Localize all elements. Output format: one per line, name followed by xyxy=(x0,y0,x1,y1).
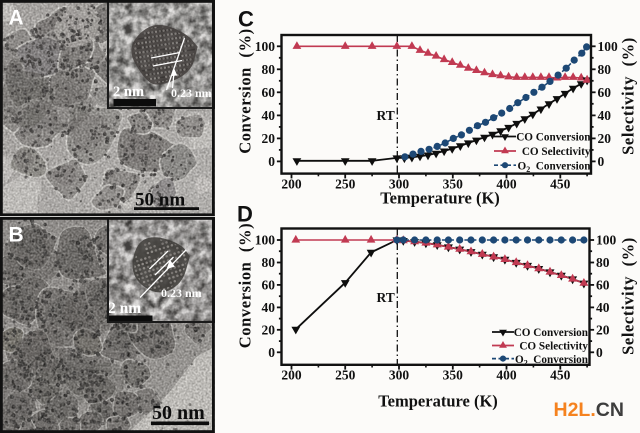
svg-text:400: 400 xyxy=(496,368,517,383)
svg-text:300: 300 xyxy=(389,177,410,192)
svg-text:250: 250 xyxy=(335,177,356,192)
svg-text:0.23 nm: 0.23 nm xyxy=(161,286,202,300)
svg-text:A: A xyxy=(9,7,24,30)
svg-text:Selectivity (%): Selectivity (%) xyxy=(619,37,638,155)
svg-text:CO Selectivity: CO Selectivity xyxy=(522,146,591,158)
svg-text:Conversion (%): Conversion (%) xyxy=(236,28,255,153)
svg-text:80: 80 xyxy=(262,255,276,270)
svg-text:60: 60 xyxy=(596,278,610,293)
svg-text:400: 400 xyxy=(496,177,517,192)
svg-text:D: D xyxy=(237,202,253,227)
svg-text:20: 20 xyxy=(598,131,612,146)
svg-text:20: 20 xyxy=(262,131,276,146)
svg-text:CO Conversion: CO Conversion xyxy=(516,132,591,144)
svg-text:350: 350 xyxy=(443,177,464,192)
svg-text:H2L.CN: H2L.CN xyxy=(554,399,624,421)
svg-text:250: 250 xyxy=(335,368,356,383)
svg-text:60: 60 xyxy=(262,278,276,293)
svg-text:0: 0 xyxy=(598,154,605,169)
svg-text:100: 100 xyxy=(255,233,276,248)
svg-text:RT: RT xyxy=(377,290,395,305)
svg-text:B: B xyxy=(9,224,24,247)
svg-text:60: 60 xyxy=(598,85,612,100)
svg-text:50 nm: 50 nm xyxy=(135,190,185,211)
svg-text:40: 40 xyxy=(596,300,610,315)
svg-text:200: 200 xyxy=(281,177,302,192)
svg-text:40: 40 xyxy=(262,300,276,315)
svg-text:20: 20 xyxy=(596,322,610,337)
svg-text:80: 80 xyxy=(598,62,612,77)
svg-text:Selectivity (%): Selectivity (%) xyxy=(619,237,638,355)
svg-text:40: 40 xyxy=(598,108,612,123)
svg-text:350: 350 xyxy=(443,368,464,383)
svg-text:Temperature (K): Temperature (K) xyxy=(378,392,498,411)
svg-text:O2 Conversion: O2 Conversion xyxy=(518,160,592,174)
svg-text:Temperature (K): Temperature (K) xyxy=(380,189,500,208)
svg-text:0: 0 xyxy=(268,154,275,169)
svg-text:0: 0 xyxy=(596,345,603,360)
svg-text:80: 80 xyxy=(262,62,276,77)
svg-text:100: 100 xyxy=(598,39,619,54)
svg-text:2 nm: 2 nm xyxy=(113,84,144,100)
svg-text:CO Selectivity: CO Selectivity xyxy=(519,341,588,353)
svg-text:2 nm: 2 nm xyxy=(108,300,141,317)
svg-text:0: 0 xyxy=(268,345,275,360)
svg-text:200: 200 xyxy=(281,368,302,383)
svg-text:450: 450 xyxy=(550,368,571,383)
svg-text:0.23 nm: 0.23 nm xyxy=(171,86,212,100)
svg-text:300: 300 xyxy=(389,368,410,383)
svg-text:RT: RT xyxy=(377,108,395,123)
svg-text:50 nm: 50 nm xyxy=(152,402,205,424)
svg-text:20: 20 xyxy=(262,322,276,337)
svg-text:C: C xyxy=(238,7,254,32)
svg-text:CO Conversion: CO Conversion xyxy=(514,327,589,339)
svg-text:100: 100 xyxy=(255,39,276,54)
svg-text:80: 80 xyxy=(596,255,610,270)
svg-text:60: 60 xyxy=(262,85,276,100)
svg-text:40: 40 xyxy=(262,108,276,123)
svg-text:Conversion (%): Conversion (%) xyxy=(236,223,255,348)
svg-text:100: 100 xyxy=(596,233,617,248)
svg-text:450: 450 xyxy=(550,177,571,192)
